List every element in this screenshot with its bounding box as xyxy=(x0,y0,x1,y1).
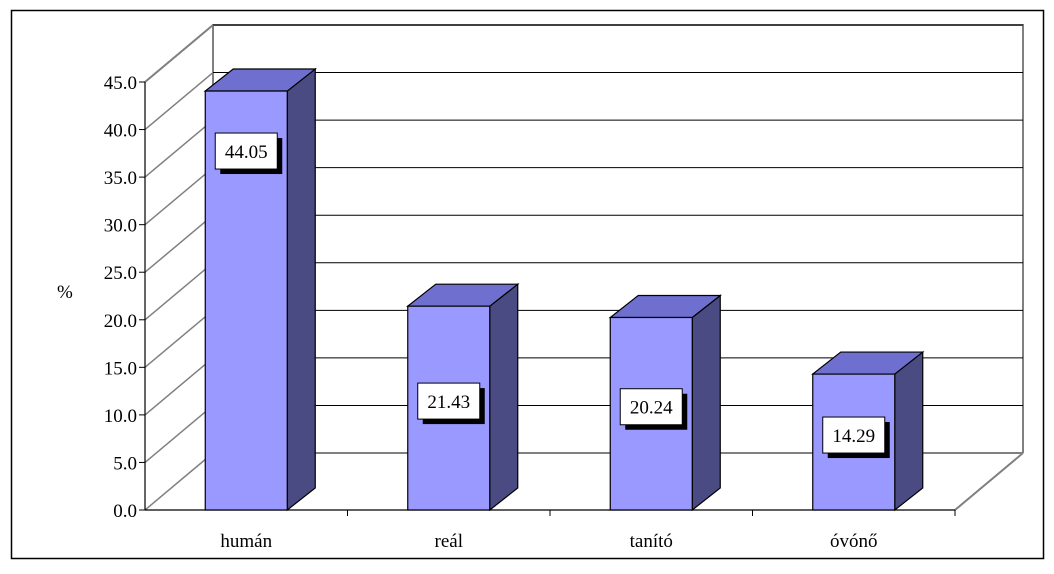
floor-right-edge xyxy=(954,452,1024,511)
x-axis-labels: humán reál tanító óvónő xyxy=(220,531,877,552)
data-label-box xyxy=(822,416,886,454)
y-tick-label: 25.0 xyxy=(104,263,137,284)
gridline-side xyxy=(144,119,214,178)
bar-tanító: 20.24 xyxy=(608,294,722,512)
x-tick-label: reál xyxy=(435,531,463,552)
y-tick-label: 0.0 xyxy=(113,501,137,522)
y-tick-label: 45.0 xyxy=(104,73,137,94)
x-tick-label: humán xyxy=(220,531,272,552)
data-label-box xyxy=(417,382,481,420)
bar-humán: 44.05 xyxy=(203,67,317,512)
data-label: 44.05 xyxy=(225,142,268,163)
y-tick-label: 40.0 xyxy=(104,121,137,142)
bars: 44.05 21.43 20.24 14.29 xyxy=(203,67,925,512)
y-tick-label: 10.0 xyxy=(104,406,137,427)
data-label: 14.29 xyxy=(832,426,875,447)
gridline-side xyxy=(144,452,214,511)
gridline-side xyxy=(144,71,214,131)
data-label-box xyxy=(214,132,278,170)
gridline-side xyxy=(144,167,214,226)
data-label: 21.43 xyxy=(427,392,470,413)
y-axis-ticks: 0.0 5.0 10.0 15.0 20.0 25.0 30.0 35.0 40.0 45.0 xyxy=(104,73,956,522)
y-tick-label: 15.0 xyxy=(104,358,137,379)
bar-side xyxy=(894,350,924,512)
bar-reál: 21.43 xyxy=(406,282,520,512)
gridline-side xyxy=(144,309,214,368)
y-tick-label: 35.0 xyxy=(104,168,137,189)
x-tick-label: tanító xyxy=(630,531,673,552)
gridline-side xyxy=(144,357,214,416)
y-axis-title: % xyxy=(57,282,73,303)
x-tick-label: óvónő xyxy=(830,531,878,552)
data-label-box xyxy=(619,388,683,426)
bar-side xyxy=(691,294,721,512)
bar-óvónő: 14.29 xyxy=(811,350,925,512)
y-tick-label: 30.0 xyxy=(104,216,137,237)
gridline-side xyxy=(144,404,214,464)
gridline-side xyxy=(144,262,214,321)
y-tick-label: 5.0 xyxy=(113,453,137,474)
gridline-side xyxy=(144,214,214,273)
y-tick-label: 20.0 xyxy=(104,311,137,332)
bar-side xyxy=(286,67,316,512)
bar-side xyxy=(489,282,519,512)
data-label: 20.24 xyxy=(630,398,673,419)
gridline-side xyxy=(144,24,214,83)
